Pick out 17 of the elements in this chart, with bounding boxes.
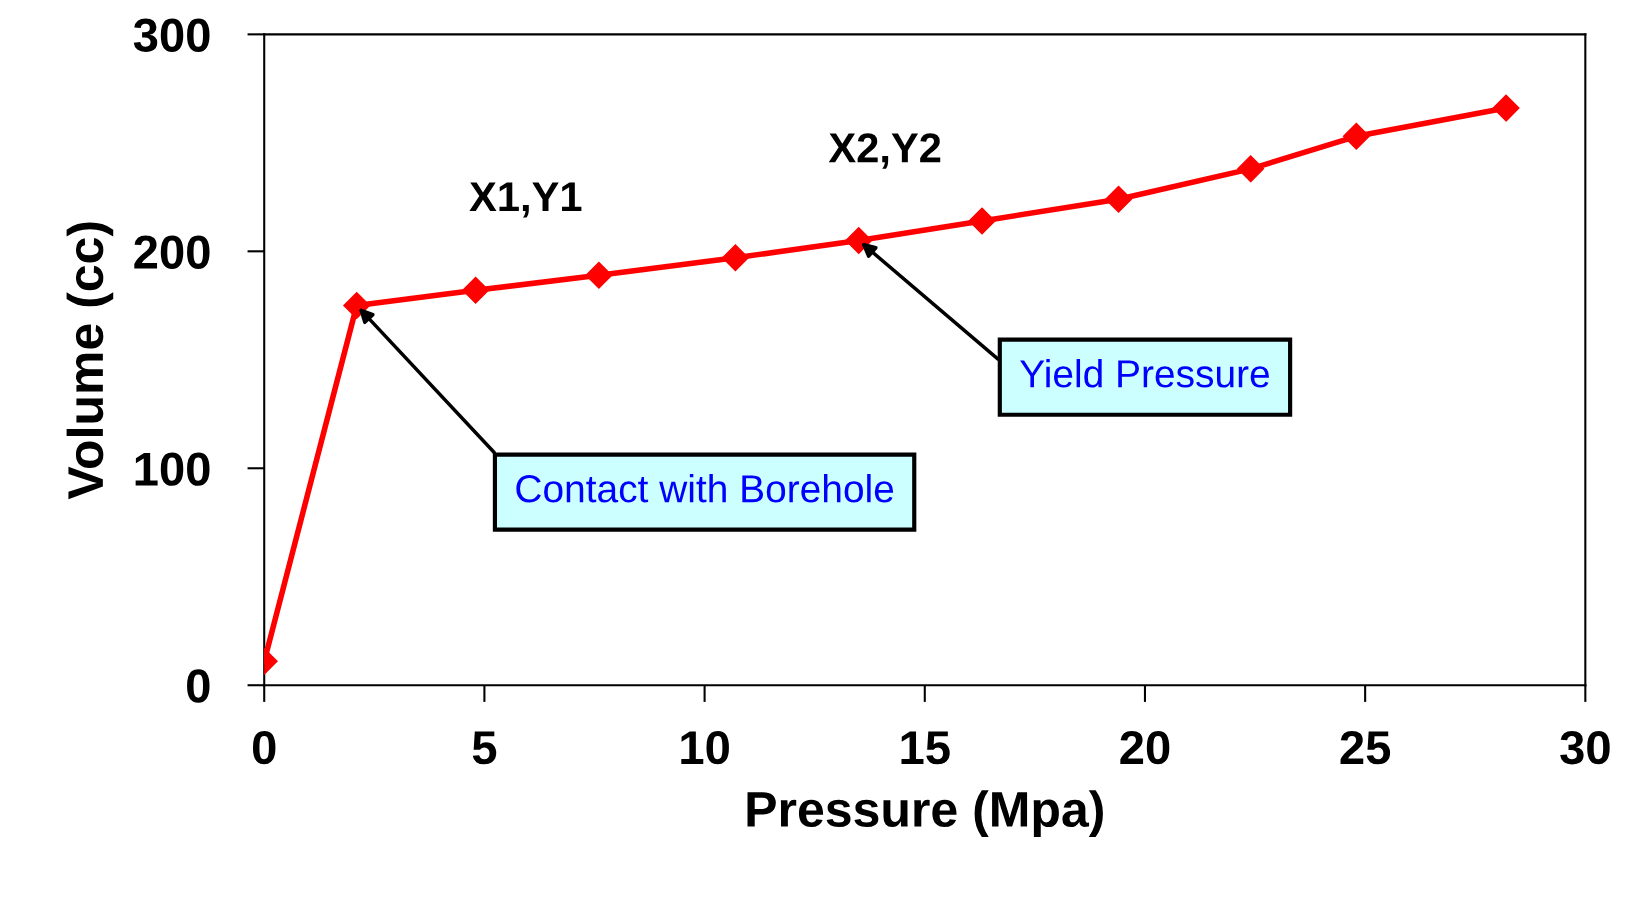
y-tick-label: 300 [133,18,210,52]
annotation: X1,Y1 [469,182,582,218]
annotation: Contact with Borehole [516,474,894,503]
annotation: Yield Pressure [1020,359,1269,388]
x-tick-label: 5 [472,731,497,765]
x-tick-label: 25 [1340,730,1391,765]
annotation: X2,Y2 [828,133,941,169]
y-tick-label: 0 [187,669,210,703]
x-tick-label: 15 [901,731,950,765]
x-tick-label: 10 [681,730,729,765]
x-axis-title: Pressure (Mpa) [747,790,1103,837]
x-tick-label: 0 [252,730,276,765]
y-axis-title: Volume (cc) [66,222,114,500]
y-tick-label: 200 [134,235,210,269]
x-tick-label: 30 [1560,730,1610,765]
y-tick-label: 100 [135,452,210,486]
x-tick-label: 20 [1120,730,1170,765]
